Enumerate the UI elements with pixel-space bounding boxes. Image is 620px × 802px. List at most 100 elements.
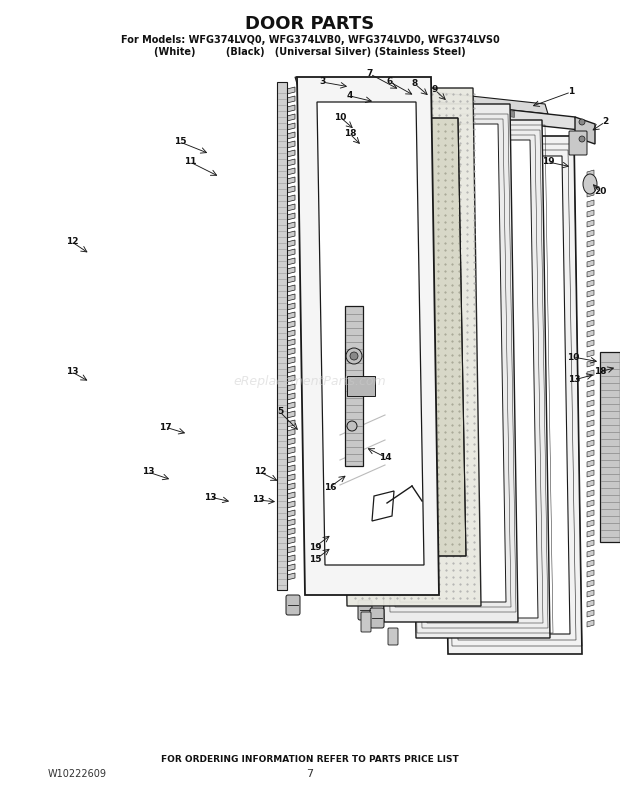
Polygon shape xyxy=(287,339,295,346)
Polygon shape xyxy=(587,420,594,427)
Polygon shape xyxy=(587,320,594,327)
Polygon shape xyxy=(287,177,295,184)
Polygon shape xyxy=(587,340,594,347)
Polygon shape xyxy=(287,501,295,508)
Polygon shape xyxy=(587,200,594,207)
Polygon shape xyxy=(287,456,295,463)
Polygon shape xyxy=(587,250,594,257)
FancyBboxPatch shape xyxy=(370,608,384,628)
Circle shape xyxy=(579,136,585,142)
Polygon shape xyxy=(287,546,295,553)
Polygon shape xyxy=(498,107,515,117)
Polygon shape xyxy=(587,510,594,517)
Polygon shape xyxy=(587,540,594,547)
Polygon shape xyxy=(587,300,594,307)
FancyBboxPatch shape xyxy=(358,600,372,620)
Polygon shape xyxy=(587,590,594,597)
Polygon shape xyxy=(287,447,295,454)
Polygon shape xyxy=(287,222,295,229)
Circle shape xyxy=(350,352,358,360)
Polygon shape xyxy=(587,400,594,407)
Polygon shape xyxy=(587,260,594,267)
FancyBboxPatch shape xyxy=(569,131,587,155)
Polygon shape xyxy=(287,168,295,175)
Polygon shape xyxy=(287,429,295,436)
Polygon shape xyxy=(392,124,506,602)
Polygon shape xyxy=(587,430,594,437)
Polygon shape xyxy=(345,306,363,466)
Text: 15: 15 xyxy=(309,556,321,565)
Polygon shape xyxy=(440,136,582,654)
Polygon shape xyxy=(587,520,594,527)
Text: 20: 20 xyxy=(594,188,606,196)
Text: 19: 19 xyxy=(542,157,554,167)
FancyBboxPatch shape xyxy=(388,628,398,645)
Text: 6: 6 xyxy=(387,78,393,87)
Polygon shape xyxy=(287,105,295,112)
Polygon shape xyxy=(587,460,594,467)
FancyBboxPatch shape xyxy=(286,595,300,615)
Polygon shape xyxy=(587,170,594,177)
Polygon shape xyxy=(369,118,466,556)
Polygon shape xyxy=(587,410,594,417)
Text: 13: 13 xyxy=(142,468,154,476)
Ellipse shape xyxy=(583,174,597,194)
Polygon shape xyxy=(287,132,295,139)
Polygon shape xyxy=(587,440,594,447)
Polygon shape xyxy=(287,303,295,310)
Text: eReplacementParts.com: eReplacementParts.com xyxy=(234,375,386,388)
Polygon shape xyxy=(287,231,295,238)
Polygon shape xyxy=(277,82,287,590)
Text: DOOR PARTS: DOOR PARTS xyxy=(246,15,374,33)
Polygon shape xyxy=(587,450,594,457)
Text: 12: 12 xyxy=(66,237,78,246)
Polygon shape xyxy=(587,280,594,287)
Polygon shape xyxy=(287,348,295,355)
Text: 10: 10 xyxy=(567,353,579,362)
Polygon shape xyxy=(287,123,295,130)
Polygon shape xyxy=(587,600,594,607)
Text: 13: 13 xyxy=(568,375,580,384)
Text: 10: 10 xyxy=(334,112,346,121)
Polygon shape xyxy=(287,357,295,364)
Polygon shape xyxy=(287,294,295,301)
Polygon shape xyxy=(287,402,295,409)
Polygon shape xyxy=(287,195,295,202)
Polygon shape xyxy=(587,390,594,397)
Polygon shape xyxy=(456,156,570,634)
Polygon shape xyxy=(425,99,441,109)
Polygon shape xyxy=(587,560,594,567)
Polygon shape xyxy=(587,570,594,577)
Text: 1: 1 xyxy=(568,87,574,96)
Text: 13: 13 xyxy=(66,367,78,376)
Polygon shape xyxy=(287,276,295,283)
Polygon shape xyxy=(587,480,594,487)
Polygon shape xyxy=(464,103,480,114)
Polygon shape xyxy=(587,220,594,227)
Polygon shape xyxy=(587,360,594,367)
Polygon shape xyxy=(600,352,620,542)
Text: 3: 3 xyxy=(319,78,325,87)
Polygon shape xyxy=(287,465,295,472)
Polygon shape xyxy=(587,500,594,507)
Text: 9: 9 xyxy=(432,86,438,95)
Polygon shape xyxy=(287,321,295,328)
Text: W10222609: W10222609 xyxy=(48,769,107,779)
Text: 19: 19 xyxy=(309,542,321,552)
Polygon shape xyxy=(287,114,295,121)
Text: 8: 8 xyxy=(412,79,418,88)
Polygon shape xyxy=(287,393,295,400)
Polygon shape xyxy=(287,375,295,382)
Polygon shape xyxy=(587,620,594,627)
Polygon shape xyxy=(587,380,594,387)
Polygon shape xyxy=(295,77,548,114)
Polygon shape xyxy=(376,104,518,622)
Polygon shape xyxy=(297,77,439,595)
Polygon shape xyxy=(287,240,295,247)
Polygon shape xyxy=(287,411,295,418)
Polygon shape xyxy=(339,88,481,606)
Polygon shape xyxy=(287,204,295,211)
Polygon shape xyxy=(287,537,295,544)
Text: 11: 11 xyxy=(184,157,197,167)
Polygon shape xyxy=(587,580,594,587)
